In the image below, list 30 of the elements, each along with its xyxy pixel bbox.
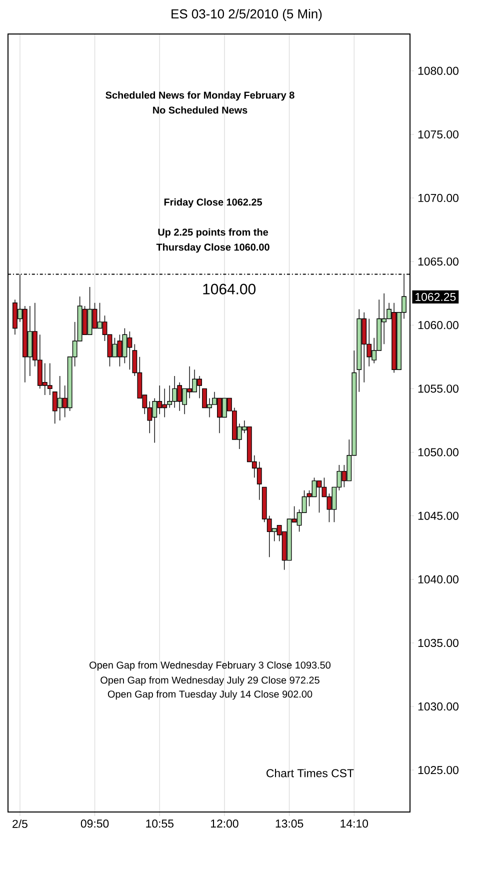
x-tick-label: 2/5	[12, 820, 28, 828]
text: 1062.25	[416, 292, 456, 302]
chart-title: ES 03-10 2/5/2010 (5 Min)	[172, 8, 322, 22]
y-tick-label: 1075.00	[418, 130, 458, 138]
annotation: Open Gap from Wednesday July 29 Close 972.25	[100, 676, 320, 686]
annotation: Open Gap from Wednesday February 3 Close 1093.50	[90, 661, 330, 671]
y-tick-label: 1025.00	[418, 766, 458, 774]
y-tick-label: 1035.00	[418, 638, 458, 647]
annotation: Scheduled News for Monday February 8	[106, 91, 294, 101]
ref-line-label: 1064.00	[203, 284, 256, 294]
annotation: Chart Times CST	[266, 768, 354, 778]
x-tick-label: 12:00	[211, 820, 238, 828]
annotation: Open Gap from Tuesday July 14 Close 902.00	[108, 690, 312, 700]
annotation: Up 2.25 points from the	[158, 228, 268, 238]
y-tick-label: 1080.00	[418, 66, 458, 75]
y-tick-label: 1050.00	[418, 448, 458, 456]
x-tick-label: 13:05	[276, 820, 304, 828]
y-tick-label: 1055.00	[418, 384, 458, 393]
annotation: No Scheduled News	[153, 106, 248, 114]
x-tick-label: 09:50	[80, 820, 109, 828]
annotation: Friday Close 1062.25	[164, 198, 262, 208]
annotation: Thursday Close 1060.00	[156, 243, 270, 253]
x-tick-label: 10:55	[146, 820, 174, 828]
y-tick-label: 1045.00	[418, 512, 458, 520]
y-tick-label: 1030.00	[418, 702, 458, 711]
x-tick-label: 14:10	[340, 820, 368, 828]
y-tick-label: 1070.00	[418, 194, 458, 202]
y-tick-label: 1040.00	[418, 575, 458, 584]
y-tick-label: 1065.00	[418, 257, 458, 266]
y-tick-label: 1060.00	[418, 321, 458, 330]
